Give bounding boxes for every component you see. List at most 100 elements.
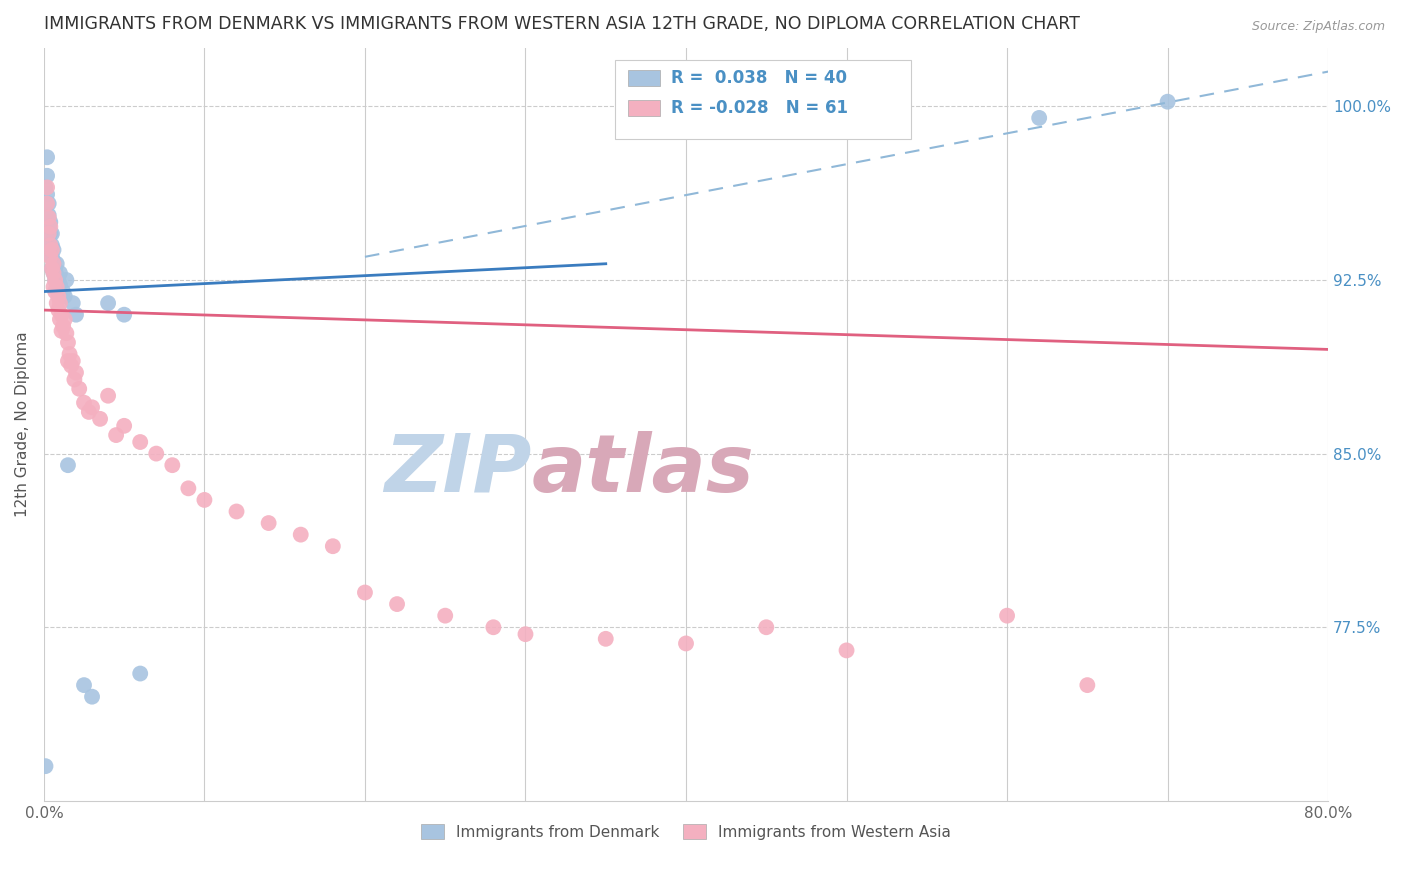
- Point: [39, 243, 62, 257]
- Point: [49, 296, 72, 310]
- Point: [49, 312, 72, 326]
- Point: [45, 257, 67, 271]
- Point: [52, 319, 75, 334]
- Point: [51, 308, 73, 322]
- Point: [42, 280, 65, 294]
- Legend: Immigrants from Denmark, Immigrants from Western Asia: Immigrants from Denmark, Immigrants from…: [415, 818, 957, 846]
- Point: [56, 354, 79, 368]
- Point: [42, 243, 65, 257]
- Point: [45, 296, 67, 310]
- Point: [34, 759, 56, 773]
- Point: [675, 636, 697, 650]
- Point: [385, 597, 408, 611]
- Point: [1156, 95, 1178, 109]
- Point: [515, 627, 537, 641]
- Bar: [628, 100, 661, 116]
- Point: [35, 150, 58, 164]
- Point: [39, 227, 62, 241]
- Point: [129, 666, 152, 681]
- Point: [44, 285, 66, 299]
- Point: [46, 289, 69, 303]
- Point: [177, 481, 200, 495]
- Point: [44, 273, 66, 287]
- Point: [44, 273, 66, 287]
- Point: [55, 326, 77, 341]
- Point: [41, 227, 63, 241]
- Point: [38, 196, 60, 211]
- Point: [49, 277, 72, 292]
- Y-axis label: 12th Grade, No Diploma: 12th Grade, No Diploma: [15, 332, 30, 517]
- Point: [58, 347, 80, 361]
- Point: [41, 243, 63, 257]
- Point: [62, 296, 84, 310]
- Point: [45, 280, 67, 294]
- Point: [65, 366, 87, 380]
- Point: [67, 382, 90, 396]
- Point: [38, 211, 60, 225]
- Point: [46, 273, 69, 287]
- Point: [34, 805, 56, 820]
- Point: [257, 516, 280, 530]
- Point: [354, 585, 377, 599]
- Point: [80, 690, 103, 704]
- Point: [38, 208, 60, 222]
- Point: [42, 254, 65, 268]
- Point: [38, 234, 60, 248]
- Point: [225, 504, 247, 518]
- Point: [44, 261, 66, 276]
- Text: R = -0.028   N = 61: R = -0.028 N = 61: [671, 99, 848, 117]
- Point: [46, 303, 69, 318]
- Point: [162, 458, 184, 473]
- Point: [1076, 678, 1098, 692]
- Point: [105, 428, 128, 442]
- Point: [55, 273, 77, 287]
- Point: [39, 238, 62, 252]
- Point: [73, 678, 96, 692]
- Point: [1028, 111, 1050, 125]
- Text: R =  0.038   N = 40: R = 0.038 N = 40: [671, 69, 846, 87]
- Point: [193, 492, 215, 507]
- Point: [39, 250, 62, 264]
- Point: [35, 187, 58, 202]
- Point: [290, 527, 312, 541]
- Point: [129, 435, 152, 450]
- Point: [995, 608, 1018, 623]
- Point: [41, 250, 63, 264]
- Point: [41, 261, 63, 276]
- Point: [145, 447, 167, 461]
- Point: [41, 261, 63, 276]
- Point: [89, 412, 111, 426]
- Bar: [616, 60, 911, 139]
- Point: [322, 539, 344, 553]
- Point: [45, 268, 67, 283]
- Point: [77, 405, 100, 419]
- Point: [53, 289, 76, 303]
- Point: [60, 359, 83, 373]
- Point: [65, 308, 87, 322]
- Point: [112, 308, 135, 322]
- Point: [46, 285, 69, 299]
- Point: [595, 632, 617, 646]
- Point: [73, 395, 96, 409]
- Point: [38, 219, 60, 234]
- Point: [80, 401, 103, 415]
- Point: [63, 372, 86, 386]
- Point: [56, 335, 79, 350]
- Point: [42, 257, 65, 271]
- Point: [97, 389, 120, 403]
- Point: [51, 324, 73, 338]
- Point: [42, 266, 65, 280]
- Point: [35, 196, 58, 211]
- Text: IMMIGRANTS FROM DENMARK VS IMMIGRANTS FROM WESTERN ASIA 12TH GRADE, NO DIPLOMA C: IMMIGRANTS FROM DENMARK VS IMMIGRANTS FR…: [44, 15, 1080, 33]
- Point: [35, 180, 58, 194]
- Point: [434, 608, 457, 623]
- Point: [56, 458, 79, 473]
- Point: [482, 620, 505, 634]
- Point: [62, 354, 84, 368]
- Point: [38, 227, 60, 241]
- Point: [49, 266, 72, 280]
- Text: Source: ZipAtlas.com: Source: ZipAtlas.com: [1251, 20, 1385, 33]
- Point: [34, 180, 56, 194]
- Point: [112, 418, 135, 433]
- Point: [755, 620, 778, 634]
